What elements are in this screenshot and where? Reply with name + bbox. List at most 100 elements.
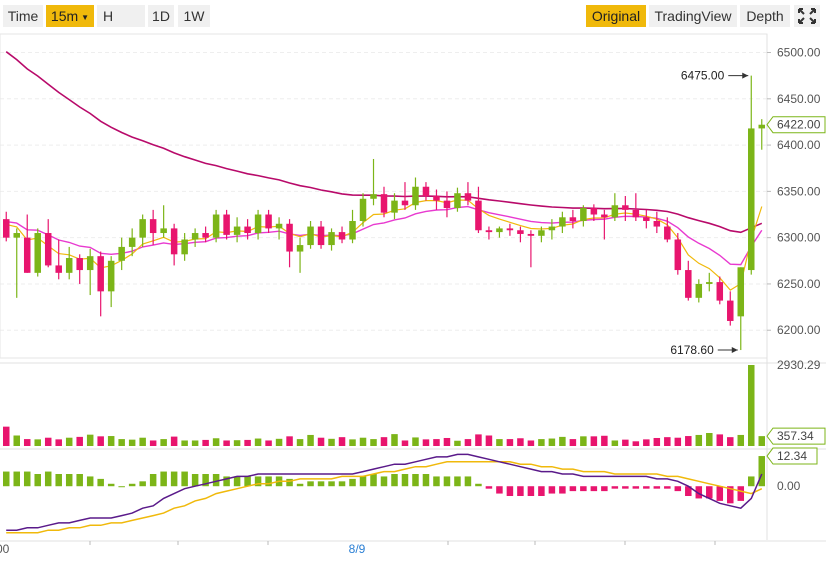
volume-bar [412,437,419,446]
macd-histogram-bar [349,478,356,487]
candle-body [737,267,745,317]
candle-body [317,226,325,246]
time-button[interactable]: Time [3,5,43,27]
macd-histogram-bar [664,486,671,489]
macd-histogram-bar [485,486,493,489]
candle-body [632,209,640,218]
volume-bar [548,438,556,446]
macd-histogram-bar [34,474,41,487]
macd-histogram-bar [401,474,409,487]
candle-body [716,282,724,301]
interval-dropdown[interactable]: 15m ▼ [46,5,94,27]
macd-histogram-bar [317,481,325,487]
volume-bar [622,439,629,446]
candle-body [664,226,671,240]
d-button[interactable]: 1D [148,5,174,27]
volume-bar [160,439,167,446]
macd-histogram-bar [475,483,482,487]
volume-bar [212,438,220,446]
candle-body [254,214,262,234]
macd-histogram-bar [653,486,661,489]
tradingview-button[interactable]: TradingView [649,5,737,27]
volume-bar [149,440,157,446]
macd-histogram-bar [727,486,734,504]
w-button[interactable]: 1W [178,5,210,27]
macd-histogram-bar [737,486,745,501]
candle-body [380,194,388,213]
macd-histogram-bar [118,486,125,488]
candle-body [559,217,566,227]
h-button[interactable]: H [97,5,145,27]
chart-toolbar: Time 15m ▼ H 1D 1W Original TradingView D… [0,0,826,32]
macd-line [6,453,763,531]
volume-bar [485,435,493,446]
time-label: 00 [0,542,10,556]
macd-histogram-bar [506,486,514,496]
volume-bar [23,439,31,446]
macd-histogram-bar [443,476,451,487]
macd-histogram-bar [716,486,724,501]
volume-bar [664,437,671,446]
volume-bar [233,440,241,446]
candle-body [202,233,209,238]
macd-histogram-bar [569,486,577,492]
volume-bar [685,436,692,446]
macd-histogram-bar [328,481,335,487]
candle-body [527,233,535,236]
macd-histogram-bar [149,474,157,487]
macd-signal-line [6,461,763,534]
macd-histogram-bar [107,483,115,487]
volume-bar [569,439,577,446]
volume-bar [265,440,272,446]
macd-histogram-bar [391,474,398,487]
macd-histogram-bar [338,481,346,487]
candle-body [296,245,304,252]
volume-bar [370,439,377,446]
macd-histogram-bar [181,471,188,487]
candle-body [328,232,335,246]
high-label: 6475.00 [681,69,725,83]
candle-body [611,205,619,218]
macd-histogram-bar [464,476,472,487]
macd-histogram-bar [706,486,713,499]
volume-bar [737,434,745,446]
depth-button[interactable]: Depth [740,5,790,27]
macd-histogram-bar [254,476,262,487]
volume-bar [359,437,367,446]
volume-bar [34,439,41,446]
volume-bar [44,437,52,446]
macd-histogram-bar [433,476,440,487]
volume-last-label: 357.34 [777,429,814,443]
candle-body [223,214,230,235]
fullscreen-icon[interactable] [794,5,820,27]
macd-histogram-bar [191,474,199,487]
macd-histogram-bar [286,478,293,487]
macd-histogram-bar [643,486,650,489]
candle-body [580,208,587,221]
candle-body [653,220,661,227]
volume-bar [475,434,482,446]
volume-bar [611,440,619,446]
candle-body [517,230,524,234]
candle-body [685,270,692,298]
volume-bar [307,434,314,446]
macd-histogram-bar [601,486,608,492]
original-button[interactable]: Original [586,5,646,27]
volume-bar [443,437,451,446]
volume-bar [748,365,755,446]
candle-body [590,208,598,215]
macd-histogram-bar [139,481,146,487]
macd-histogram-bar [55,474,62,487]
macd-histogram-bar [622,486,629,489]
candle-body [454,193,461,209]
volume-bar [223,440,230,446]
macd-histogram-bar [128,483,136,487]
interval-label: 15m [50,8,79,24]
macd-histogram-bar [160,471,167,487]
candle-body [191,233,199,240]
volume-bar [601,435,608,446]
volume-bar [107,436,115,446]
volume-bar [202,439,209,446]
volume-bar [538,439,545,446]
